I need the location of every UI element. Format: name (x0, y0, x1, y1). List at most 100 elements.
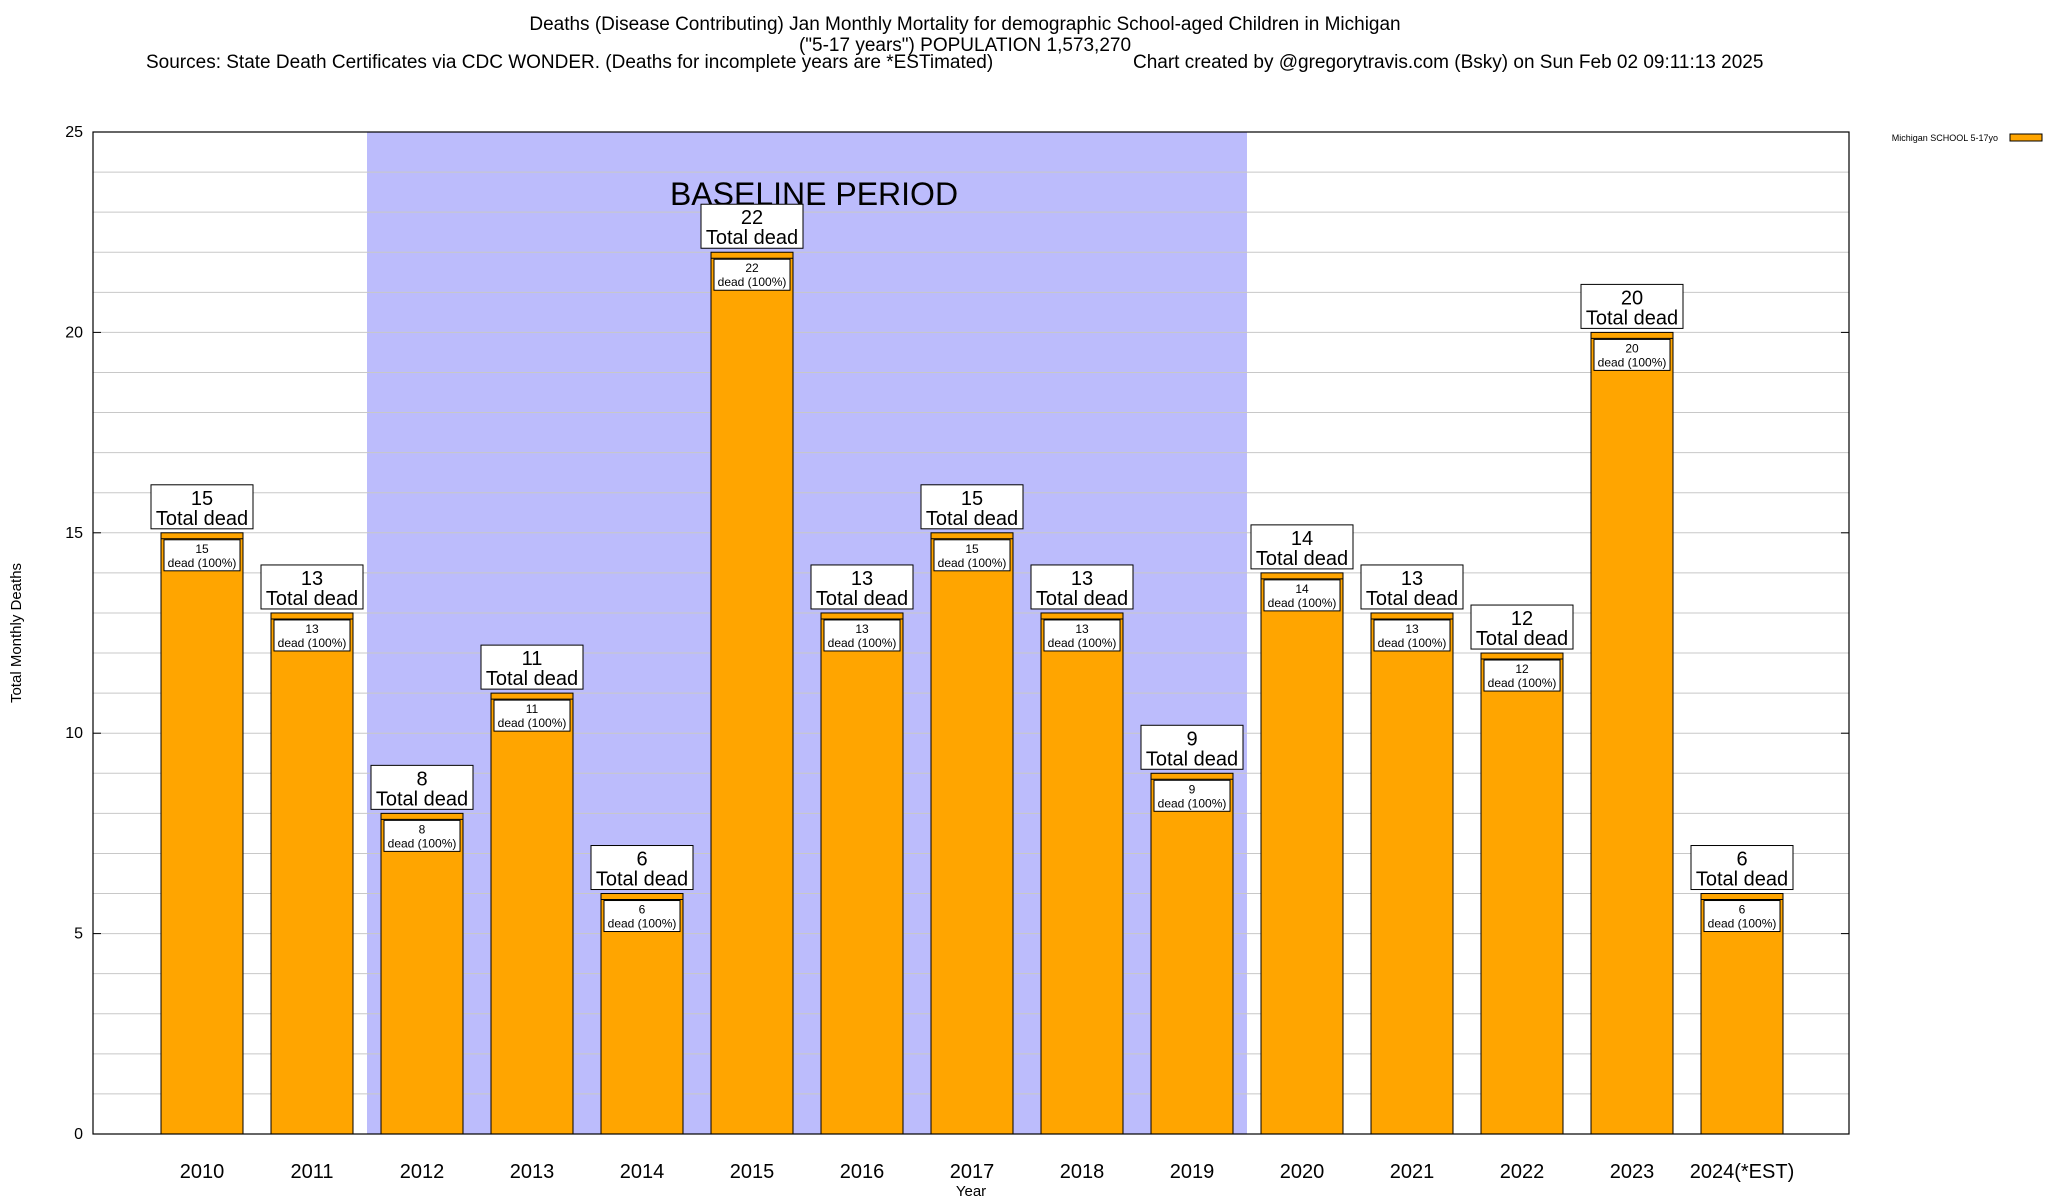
inner-label-box (713, 258, 791, 291)
bar[interactable] (710, 251, 794, 1135)
x-tick-label: 2019 (1170, 1161, 1215, 1183)
bar[interactable] (270, 612, 354, 1135)
inner-value-label: 13 (1405, 622, 1419, 636)
inner-value-label: 6 (639, 903, 646, 917)
total-value-label: 8 (416, 768, 427, 790)
inner-label-box (1593, 338, 1671, 371)
total-value-label: 13 (1401, 568, 1423, 590)
total-dead-label: Total dead (1036, 588, 1128, 610)
total-dead-label: Total dead (706, 227, 798, 249)
total-value-label: 13 (301, 568, 323, 590)
x-tick-label: 2021 (1390, 1161, 1435, 1183)
bar[interactable] (600, 893, 684, 1135)
bar[interactable] (490, 692, 574, 1135)
x-tick-label: 2011 (290, 1161, 333, 1183)
x-tick-label: 2018 (1060, 1161, 1105, 1183)
total-dead-label: Total dead (376, 788, 468, 810)
inner-label-box (163, 539, 241, 572)
inner-percent-label: dead (100%) (1158, 796, 1227, 810)
bar[interactable] (1040, 612, 1124, 1135)
bar[interactable] (160, 532, 244, 1135)
total-label-box (370, 764, 474, 810)
inner-percent-label: dead (100%) (938, 556, 1007, 570)
total-value-label: 11 (522, 648, 543, 670)
inner-percent-label: dead (100%) (1378, 636, 1447, 650)
bar[interactable] (380, 812, 464, 1135)
inner-percent-label: dead (100%) (278, 636, 347, 650)
inner-label-box (273, 619, 351, 652)
inner-percent-label: dead (100%) (1708, 917, 1777, 931)
x-tick-label: 2013 (510, 1161, 555, 1183)
total-dead-label: Total dead (266, 588, 358, 610)
sources-note: Sources: State Death Certificates via CD… (146, 52, 994, 73)
total-label-box (1580, 283, 1684, 329)
bar[interactable] (1370, 612, 1454, 1135)
bar[interactable] (1700, 893, 1784, 1135)
total-dead-label: Total dead (486, 668, 578, 690)
inner-label-box (1483, 659, 1561, 692)
total-value-label: 15 (961, 488, 983, 510)
inner-value-label: 20 (1625, 341, 1639, 355)
inner-percent-label: dead (100%) (608, 917, 677, 931)
inner-value-label: 9 (1189, 782, 1196, 796)
total-dead-label: Total dead (1696, 869, 1788, 891)
inner-percent-label: dead (100%) (498, 716, 567, 730)
y-tick-label: 25 (65, 124, 83, 141)
legend-swatch (2009, 133, 2043, 142)
bar[interactable] (1260, 572, 1344, 1135)
bar[interactable] (1480, 652, 1564, 1135)
total-dead-label: Total dead (1586, 307, 1678, 329)
bar[interactable] (820, 612, 904, 1135)
total-value-label: 13 (851, 568, 873, 590)
x-axis-title: Year (956, 1183, 986, 1200)
total-label-box (260, 564, 364, 610)
total-label-box (1250, 524, 1354, 570)
chart-title: Deaths (Disease Contributing) Jan Monthl… (0, 14, 1930, 56)
inner-label-box (1153, 779, 1231, 812)
total-value-label: 22 (741, 207, 763, 229)
inner-percent-label: dead (100%) (718, 275, 787, 289)
inner-value-label: 13 (305, 622, 319, 636)
inner-percent-label: dead (100%) (1598, 355, 1667, 369)
total-label-box (1470, 604, 1574, 650)
total-value-label: 9 (1186, 728, 1197, 750)
total-value-label: 12 (1511, 608, 1533, 630)
x-tick-label: 2010 (180, 1161, 225, 1183)
inner-label-box (383, 819, 461, 852)
inner-value-label: 13 (855, 622, 869, 636)
x-tick-label: 2022 (1500, 1161, 1545, 1183)
y-tick-label: 5 (74, 926, 83, 943)
title-line-1: Deaths (Disease Contributing) Jan Monthl… (529, 14, 1401, 35)
inner-value-label: 15 (965, 542, 979, 556)
total-label-box (1360, 564, 1464, 610)
total-label-box (1690, 845, 1794, 891)
legend-label: Michigan SCHOOL 5-17yo (1892, 133, 1998, 143)
total-label-box (920, 484, 1024, 530)
total-dead-label: Total dead (1366, 588, 1458, 610)
x-tick-label: 2015 (730, 1161, 775, 1183)
inner-percent-label: dead (100%) (828, 636, 897, 650)
plot-frame (92, 131, 1850, 1135)
inner-label-box (1373, 619, 1451, 652)
inner-value-label: 12 (1515, 662, 1529, 676)
total-dead-label: Total dead (926, 508, 1018, 530)
inner-label-box (603, 900, 681, 933)
total-dead-label: Total dead (816, 588, 908, 610)
bar[interactable] (1150, 772, 1234, 1135)
bar[interactable] (930, 532, 1014, 1135)
inner-value-label: 11 (526, 702, 539, 716)
y-tick-label: 15 (65, 525, 83, 542)
x-tick-label: 2023 (1610, 1161, 1655, 1183)
total-label-box (150, 484, 254, 530)
inner-label-box (1703, 900, 1781, 933)
bar[interactable] (1590, 331, 1674, 1135)
total-label-box (1030, 564, 1134, 610)
total-value-label: 6 (1736, 849, 1747, 871)
total-value-label: 14 (1291, 528, 1313, 550)
x-tick-label: 2017 (950, 1161, 995, 1183)
total-value-label: 6 (636, 849, 647, 871)
inner-percent-label: dead (100%) (1268, 596, 1337, 610)
inner-label-box (823, 619, 901, 652)
total-dead-label: Total dead (1146, 748, 1238, 770)
